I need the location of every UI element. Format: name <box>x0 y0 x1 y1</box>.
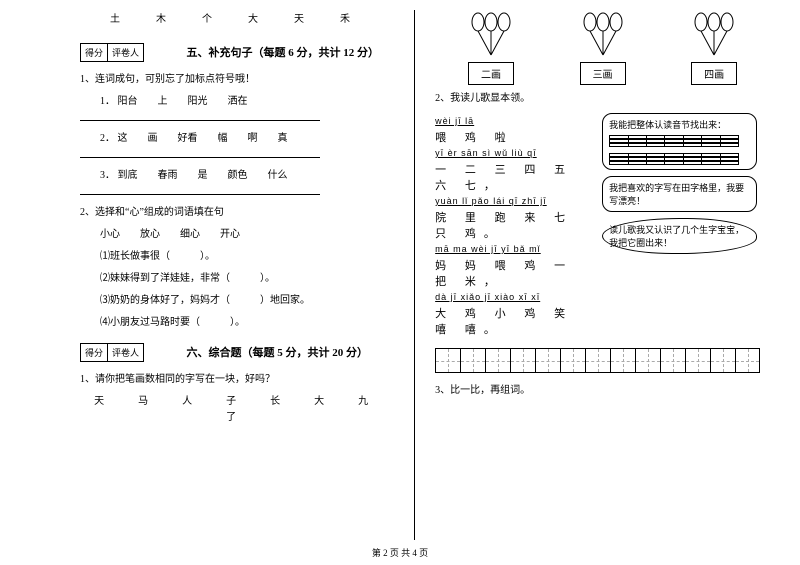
bubble-column: 我能把整体认读音节找出来： 我把喜欢的字写在田字格里，我要写漂亮！ 读儿歌我又认… <box>602 113 757 340</box>
hanzi-line: 喂 鸡 啦 <box>435 129 590 145</box>
grader-label: 评卷人 <box>108 44 143 61</box>
hanzi-line: 一 二 三 四 五 六 七， <box>435 161 590 193</box>
balloons-row: 二画 三画 四画 <box>435 10 770 85</box>
tian-grid <box>435 348 770 373</box>
balloon-icon <box>689 10 739 60</box>
balloon-group: 二画 <box>466 10 516 85</box>
pinyin-grid <box>609 135 739 147</box>
q6-1-chars: 天 马 人 子 长 大 九 了 <box>80 394 394 426</box>
q2-4: ⑷小朋友过马路时要（ ）。 <box>80 315 394 331</box>
q2-opts: 小心 放心 细心 开心 <box>80 227 394 243</box>
right-column: 二画 三画 四画 2、我读儿歌显本领。 wèi jī lā 喂 鸡 啦 yī è… <box>415 10 770 540</box>
speech-bubble: 我能把整体认读音节找出来： <box>602 113 757 170</box>
section6-header: 得分 评卷人 六、综合题（每题 5 分，共计 20 分） <box>80 343 394 366</box>
section5-title: 五、补充句子（每题 6 分，共计 12 分） <box>187 47 380 59</box>
char: 土 <box>110 10 120 25</box>
answer-line <box>80 120 320 121</box>
q2-3: ⑶奶奶的身体好了，妈妈才（ ）地回家。 <box>80 293 394 309</box>
hanzi-line: 妈 妈 喂 鸡 一 把 米， <box>435 257 590 289</box>
poem-column: wèi jī lā 喂 鸡 啦 yī èr sān sì wǔ liù qī 一… <box>435 113 590 340</box>
score-label: 得分 <box>81 44 108 61</box>
section6-title: 六、综合题（每题 5 分，共计 20 分） <box>187 347 369 359</box>
q6-1: 1、请你把笔画数相同的字写在一块，好吗？ <box>80 372 394 388</box>
q2-right: 2、我读儿歌显本领。 <box>435 91 770 107</box>
top-chars: 土 木 个 大 天 禾 <box>80 10 394 25</box>
char: 禾 <box>340 10 350 25</box>
balloon-icon <box>466 10 516 60</box>
q1-1: 1． 阳台 上 阳光 洒在 <box>80 94 394 110</box>
q2: 2、选择和“心”组成的词语填在句 <box>80 205 394 221</box>
balloon-icon <box>578 10 628 60</box>
section5-header: 得分 评卷人 五、补充句子（每题 6 分，共计 12 分） <box>80 43 394 66</box>
pinyin-line: yī èr sān sì wǔ liù qī <box>435 148 590 158</box>
balloon-group: 四画 <box>689 10 739 85</box>
pinyin-line: dà jī xiǎo jī xiào xī xī <box>435 292 590 302</box>
char: 个 <box>202 10 212 25</box>
stroke-label: 四画 <box>691 62 737 85</box>
grader-label: 评卷人 <box>108 344 143 361</box>
answer-line <box>80 194 320 195</box>
char: 大 <box>248 10 258 25</box>
page-footer: 第 2 页 共 4 页 <box>0 546 800 559</box>
stroke-label: 三画 <box>580 62 626 85</box>
q3-right: 3、比一比，再组词。 <box>435 383 770 399</box>
q2-2: ⑵妹妹得到了洋娃娃，非常（ ）。 <box>80 271 394 287</box>
score-box: 得分 评卷人 <box>80 43 144 62</box>
q1-2: 2． 这 画 好看 幅 啊 真 <box>80 131 394 147</box>
q1: 1、连词成句，可别忘了加标点符号哦！ <box>80 72 394 88</box>
left-column: 土 木 个 大 天 禾 得分 评卷人 五、补充句子（每题 6 分，共计 12 分… <box>80 10 415 540</box>
stroke-label: 二画 <box>468 62 514 85</box>
pinyin-line: yuàn lǐ pǎo lái qī zhī jī <box>435 196 590 206</box>
poem-area: wèi jī lā 喂 鸡 啦 yī èr sān sì wǔ liù qī 一… <box>435 113 770 340</box>
q2-1: ⑴班长做事很（ ）。 <box>80 249 394 265</box>
page: 土 木 个 大 天 禾 得分 评卷人 五、补充句子（每题 6 分，共计 12 分… <box>0 0 800 540</box>
speech-bubble: 我把喜欢的字写在田字格里，我要写漂亮！ <box>602 176 757 212</box>
pinyin-line: wèi jī lā <box>435 116 590 126</box>
hanzi-line: 院 里 跑 来 七 只 鸡。 <box>435 209 590 241</box>
bubble-text: 我能把整体认读音节找出来： <box>609 118 750 131</box>
hanzi-line: 大 鸡 小 鸡 笑 嘻 嘻。 <box>435 305 590 337</box>
balloon-group: 三画 <box>578 10 628 85</box>
score-box: 得分 评卷人 <box>80 343 144 362</box>
answer-line <box>80 157 320 158</box>
char: 木 <box>156 10 166 25</box>
pinyin-line: mā ma wèi jī yī bǎ mǐ <box>435 244 590 254</box>
pinyin-grid <box>609 153 739 165</box>
cloud-bubble: 读儿歌我又认识了几个生字宝宝，我把它圈出来！ <box>602 218 757 254</box>
q1-3: 3． 到底 春雨 是 颜色 什么 <box>80 168 394 184</box>
score-label: 得分 <box>81 344 108 361</box>
char: 天 <box>294 10 304 25</box>
